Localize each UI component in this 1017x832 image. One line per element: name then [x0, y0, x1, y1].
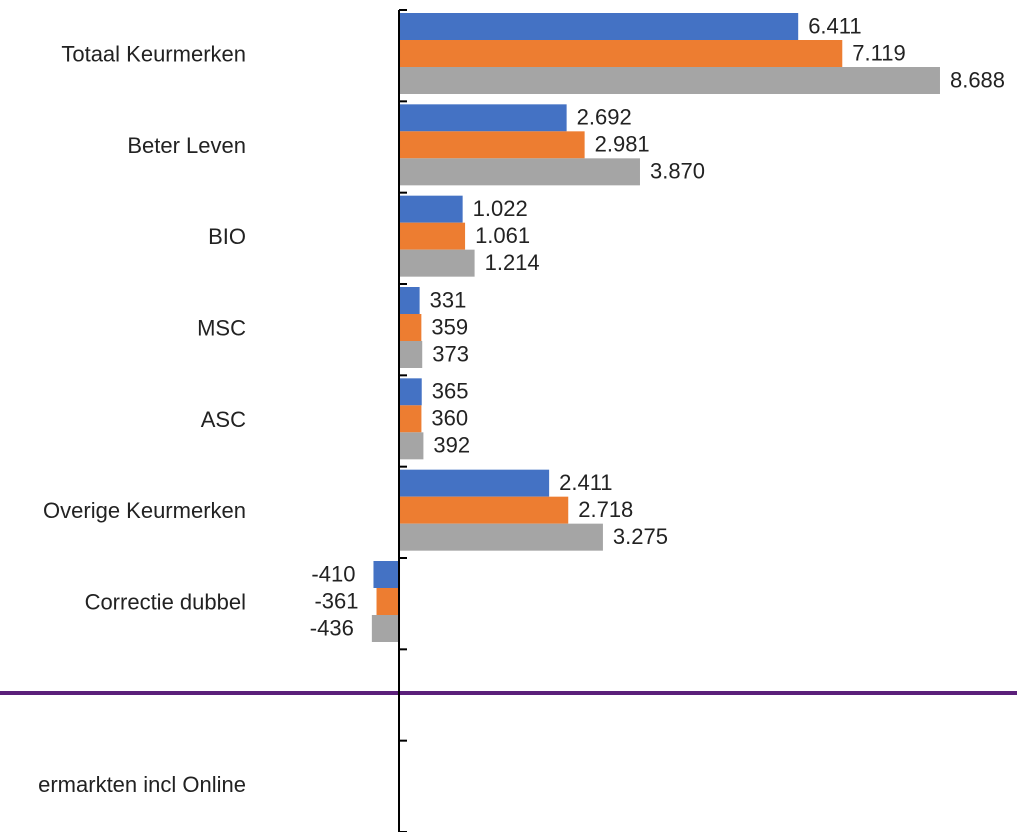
bar: [399, 496, 569, 524]
data-label: 1.022: [473, 196, 528, 221]
bar: [399, 13, 799, 40]
y-tick-label: ermarkten incl Online: [38, 772, 246, 797]
data-label: 3.870: [650, 159, 705, 184]
bar: [371, 615, 400, 642]
data-label: 2.692: [577, 105, 632, 130]
data-label: 359: [431, 314, 468, 339]
bar: [399, 195, 463, 223]
bar: [399, 287, 420, 314]
bar: [399, 432, 424, 460]
bar: [373, 561, 400, 588]
data-label: 392: [433, 433, 470, 458]
y-tick-label: Correctie dubbel: [85, 589, 246, 614]
data-label: 365: [432, 379, 469, 404]
bar: [399, 378, 422, 406]
data-label: 8.688: [950, 67, 1005, 92]
data-label: 7.119: [852, 40, 905, 65]
data-label: -410: [311, 561, 355, 586]
data-label: 1.061: [475, 223, 530, 248]
y-tick-label: MSC: [197, 315, 246, 340]
data-label: 373: [432, 341, 469, 366]
data-label: -361: [314, 588, 358, 613]
data-label: 3.275: [613, 524, 668, 549]
data-label: 331: [430, 287, 467, 312]
data-label: 2.981: [595, 132, 650, 157]
bar: [399, 314, 422, 341]
bar: [399, 249, 475, 277]
y-tick-label: ASC: [201, 407, 246, 432]
data-label: -436: [310, 615, 354, 640]
bar: [376, 588, 400, 615]
bar: [399, 222, 466, 250]
y-tick-label: Overige Keurmerken: [43, 498, 246, 523]
bar: [399, 67, 940, 94]
y-tick-label: BIO: [208, 224, 246, 249]
data-label: 2.411: [559, 470, 612, 495]
data-label: 6.411: [808, 13, 861, 38]
bar: [399, 469, 550, 497]
bar: [399, 131, 585, 159]
y-tick-label: Totaal Keurmerken: [61, 41, 246, 66]
data-label: 2.718: [578, 497, 633, 522]
y-tick-label: Beter Leven: [127, 133, 246, 158]
bar: [399, 523, 603, 551]
bar: [399, 40, 843, 67]
bar: [399, 104, 567, 132]
bar: [399, 405, 422, 433]
data-label: 360: [431, 406, 468, 431]
bar: [399, 341, 423, 368]
bar: [399, 158, 640, 186]
data-label: 1.214: [485, 250, 540, 275]
